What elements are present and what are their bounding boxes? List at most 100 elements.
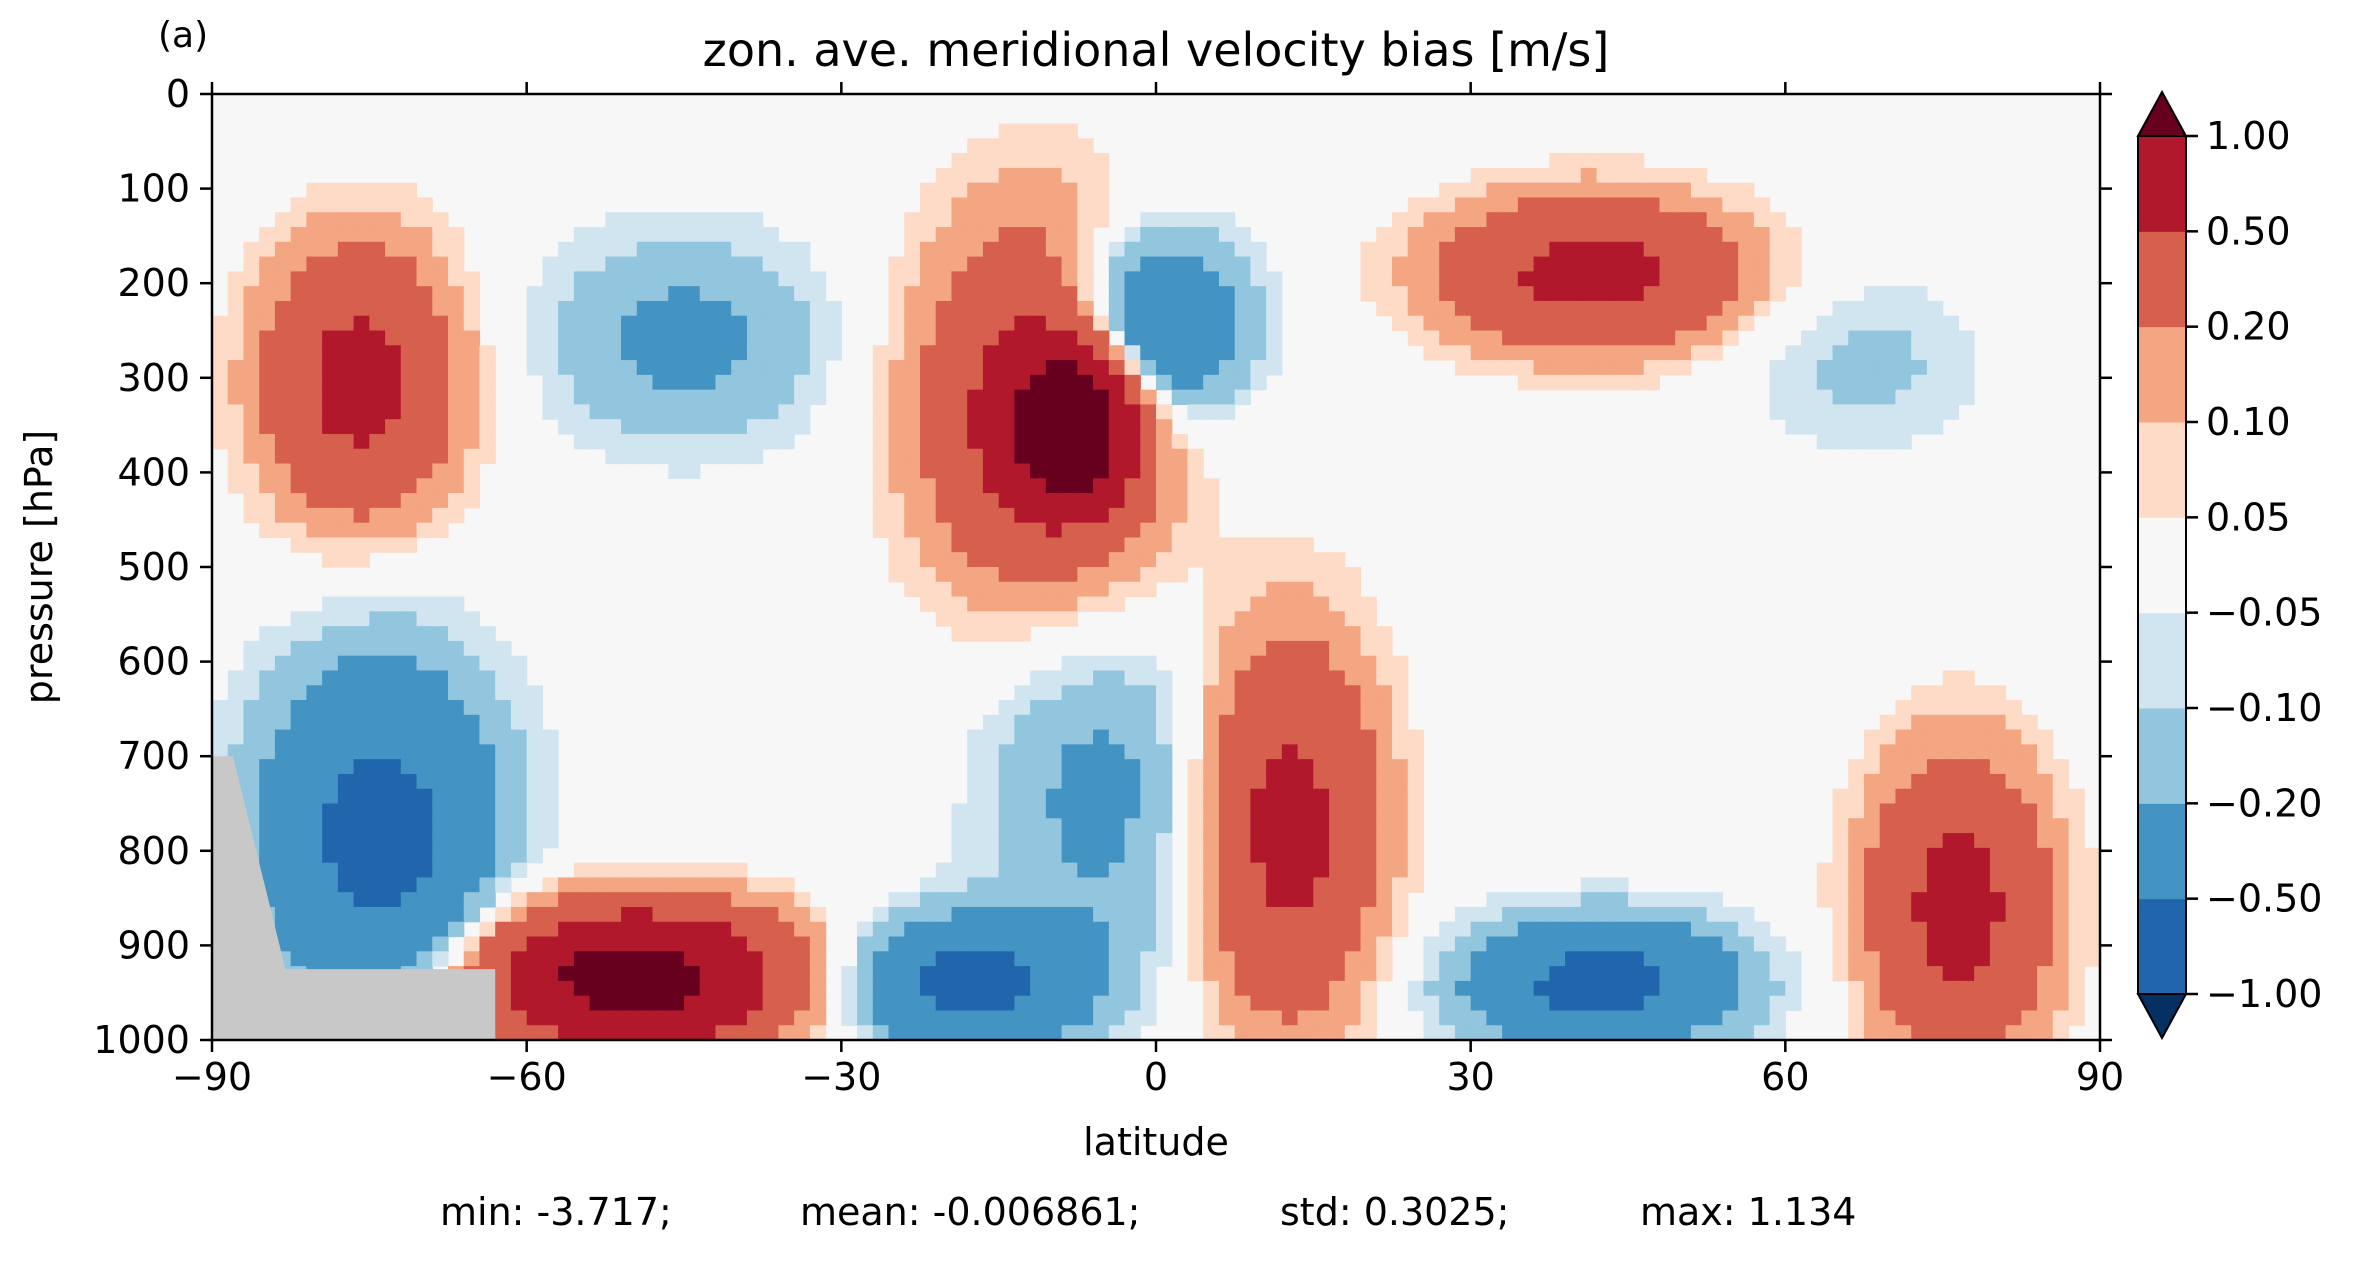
contour-cell <box>1628 374 1645 391</box>
contour-cell <box>904 463 921 479</box>
contour-cell <box>652 862 669 879</box>
contour-cell <box>1124 374 1141 391</box>
contour-cell <box>1816 419 1834 435</box>
contour-cell <box>1030 847 1047 864</box>
contour-cell <box>1093 419 1110 435</box>
contour-cell <box>337 197 355 213</box>
contour-cell <box>731 419 748 435</box>
contour-cell <box>731 315 748 332</box>
contour-cell <box>1911 700 1928 716</box>
contour-cell <box>322 877 339 893</box>
contour-cell <box>337 286 355 302</box>
contour-cell <box>1502 951 1519 967</box>
contour-cell <box>1313 773 1330 790</box>
contour-cell <box>2021 862 2038 879</box>
contour-cell <box>1329 818 1346 834</box>
contour-cell <box>2021 1010 2038 1026</box>
contour-cell <box>2021 759 2038 775</box>
contour-cell <box>1156 419 1173 435</box>
contour-cell <box>1628 995 1645 1012</box>
contour-cell <box>951 862 968 879</box>
contour-cell <box>1061 700 1078 716</box>
contour-cell <box>1344 759 1362 775</box>
contour-cell <box>479 433 496 450</box>
contour-cell <box>1565 286 1582 302</box>
contour-cell <box>652 433 669 450</box>
contour-cell <box>1911 906 1928 923</box>
contour-cell <box>1470 966 1487 982</box>
contour-cell <box>1958 759 1975 775</box>
contour-cell <box>998 389 1015 406</box>
contour-cell <box>1329 892 1346 908</box>
contour-cell <box>1926 862 1944 879</box>
contour-cell <box>385 685 402 701</box>
contour-cell <box>825 315 842 332</box>
contour-cell <box>2021 951 2038 967</box>
contour-cell <box>1313 877 1330 893</box>
contour-cell <box>1659 995 1676 1012</box>
contour-cell <box>1816 862 1834 879</box>
contour-cell <box>1549 315 1566 332</box>
contour-cell <box>1612 877 1629 893</box>
contour-cell <box>982 788 1000 805</box>
contour-cell <box>526 700 543 716</box>
contour-cell <box>416 773 433 790</box>
contour-cell <box>1470 300 1487 317</box>
contour-cell <box>1045 300 1063 317</box>
contour-cell <box>1643 360 1661 376</box>
contour-cell <box>684 241 701 258</box>
contour-cell <box>825 300 842 317</box>
contour-cell <box>259 729 276 745</box>
contour-cell <box>1108 685 1126 701</box>
contour-cell <box>982 286 1000 302</box>
contour-cell <box>1187 966 1204 982</box>
contour-cell <box>337 478 355 494</box>
contour-cell <box>1297 906 1314 923</box>
contour-cell <box>432 271 449 287</box>
contour-cell <box>1297 567 1314 583</box>
contour-cell <box>1297 537 1314 553</box>
contour-cell <box>684 300 701 317</box>
contour-cell <box>542 921 559 938</box>
contour-cell <box>416 522 433 539</box>
contour-cell <box>1753 197 1771 213</box>
contour-cell <box>1989 788 2007 805</box>
contour-cell <box>1675 936 1692 952</box>
contour-cell <box>369 182 386 199</box>
contour-cell <box>967 389 984 406</box>
contour-cell <box>1140 567 1157 583</box>
contour-cell <box>1187 271 1204 287</box>
contour-cell <box>920 404 937 420</box>
contour-cell <box>1580 360 1598 376</box>
contour-cell <box>684 463 701 479</box>
contour-cell <box>1014 921 1031 938</box>
contour-cell <box>1234 788 1251 805</box>
contour-cell <box>369 522 386 539</box>
contour-cell <box>1093 744 1110 760</box>
contour-cell <box>510 951 528 967</box>
contour-cell <box>1392 271 1409 287</box>
contour-cell <box>982 212 1000 228</box>
contour-cell <box>274 256 292 272</box>
contour-cell <box>1879 300 1897 317</box>
contour-cell <box>510 892 528 908</box>
contour-cell <box>2037 980 2054 997</box>
contour-cell <box>715 241 732 258</box>
contour-cell <box>1203 227 1220 243</box>
contour-cell <box>479 670 496 686</box>
contour-cell <box>951 212 968 228</box>
contour-cell <box>1628 906 1645 923</box>
contour-cell <box>872 906 890 923</box>
contour-cell <box>495 966 512 982</box>
contour-cell <box>668 256 685 272</box>
contour-cell <box>1313 714 1330 731</box>
contour-cell <box>322 315 339 332</box>
contour-cell <box>1816 374 1834 391</box>
contour-cell <box>337 906 355 923</box>
contour-cell <box>1958 847 1975 864</box>
contour-cell <box>684 1025 701 1040</box>
contour-cell <box>416 611 433 627</box>
contour-cell <box>274 788 292 805</box>
contour-cell <box>794 906 811 923</box>
contour-cell <box>1171 256 1189 272</box>
